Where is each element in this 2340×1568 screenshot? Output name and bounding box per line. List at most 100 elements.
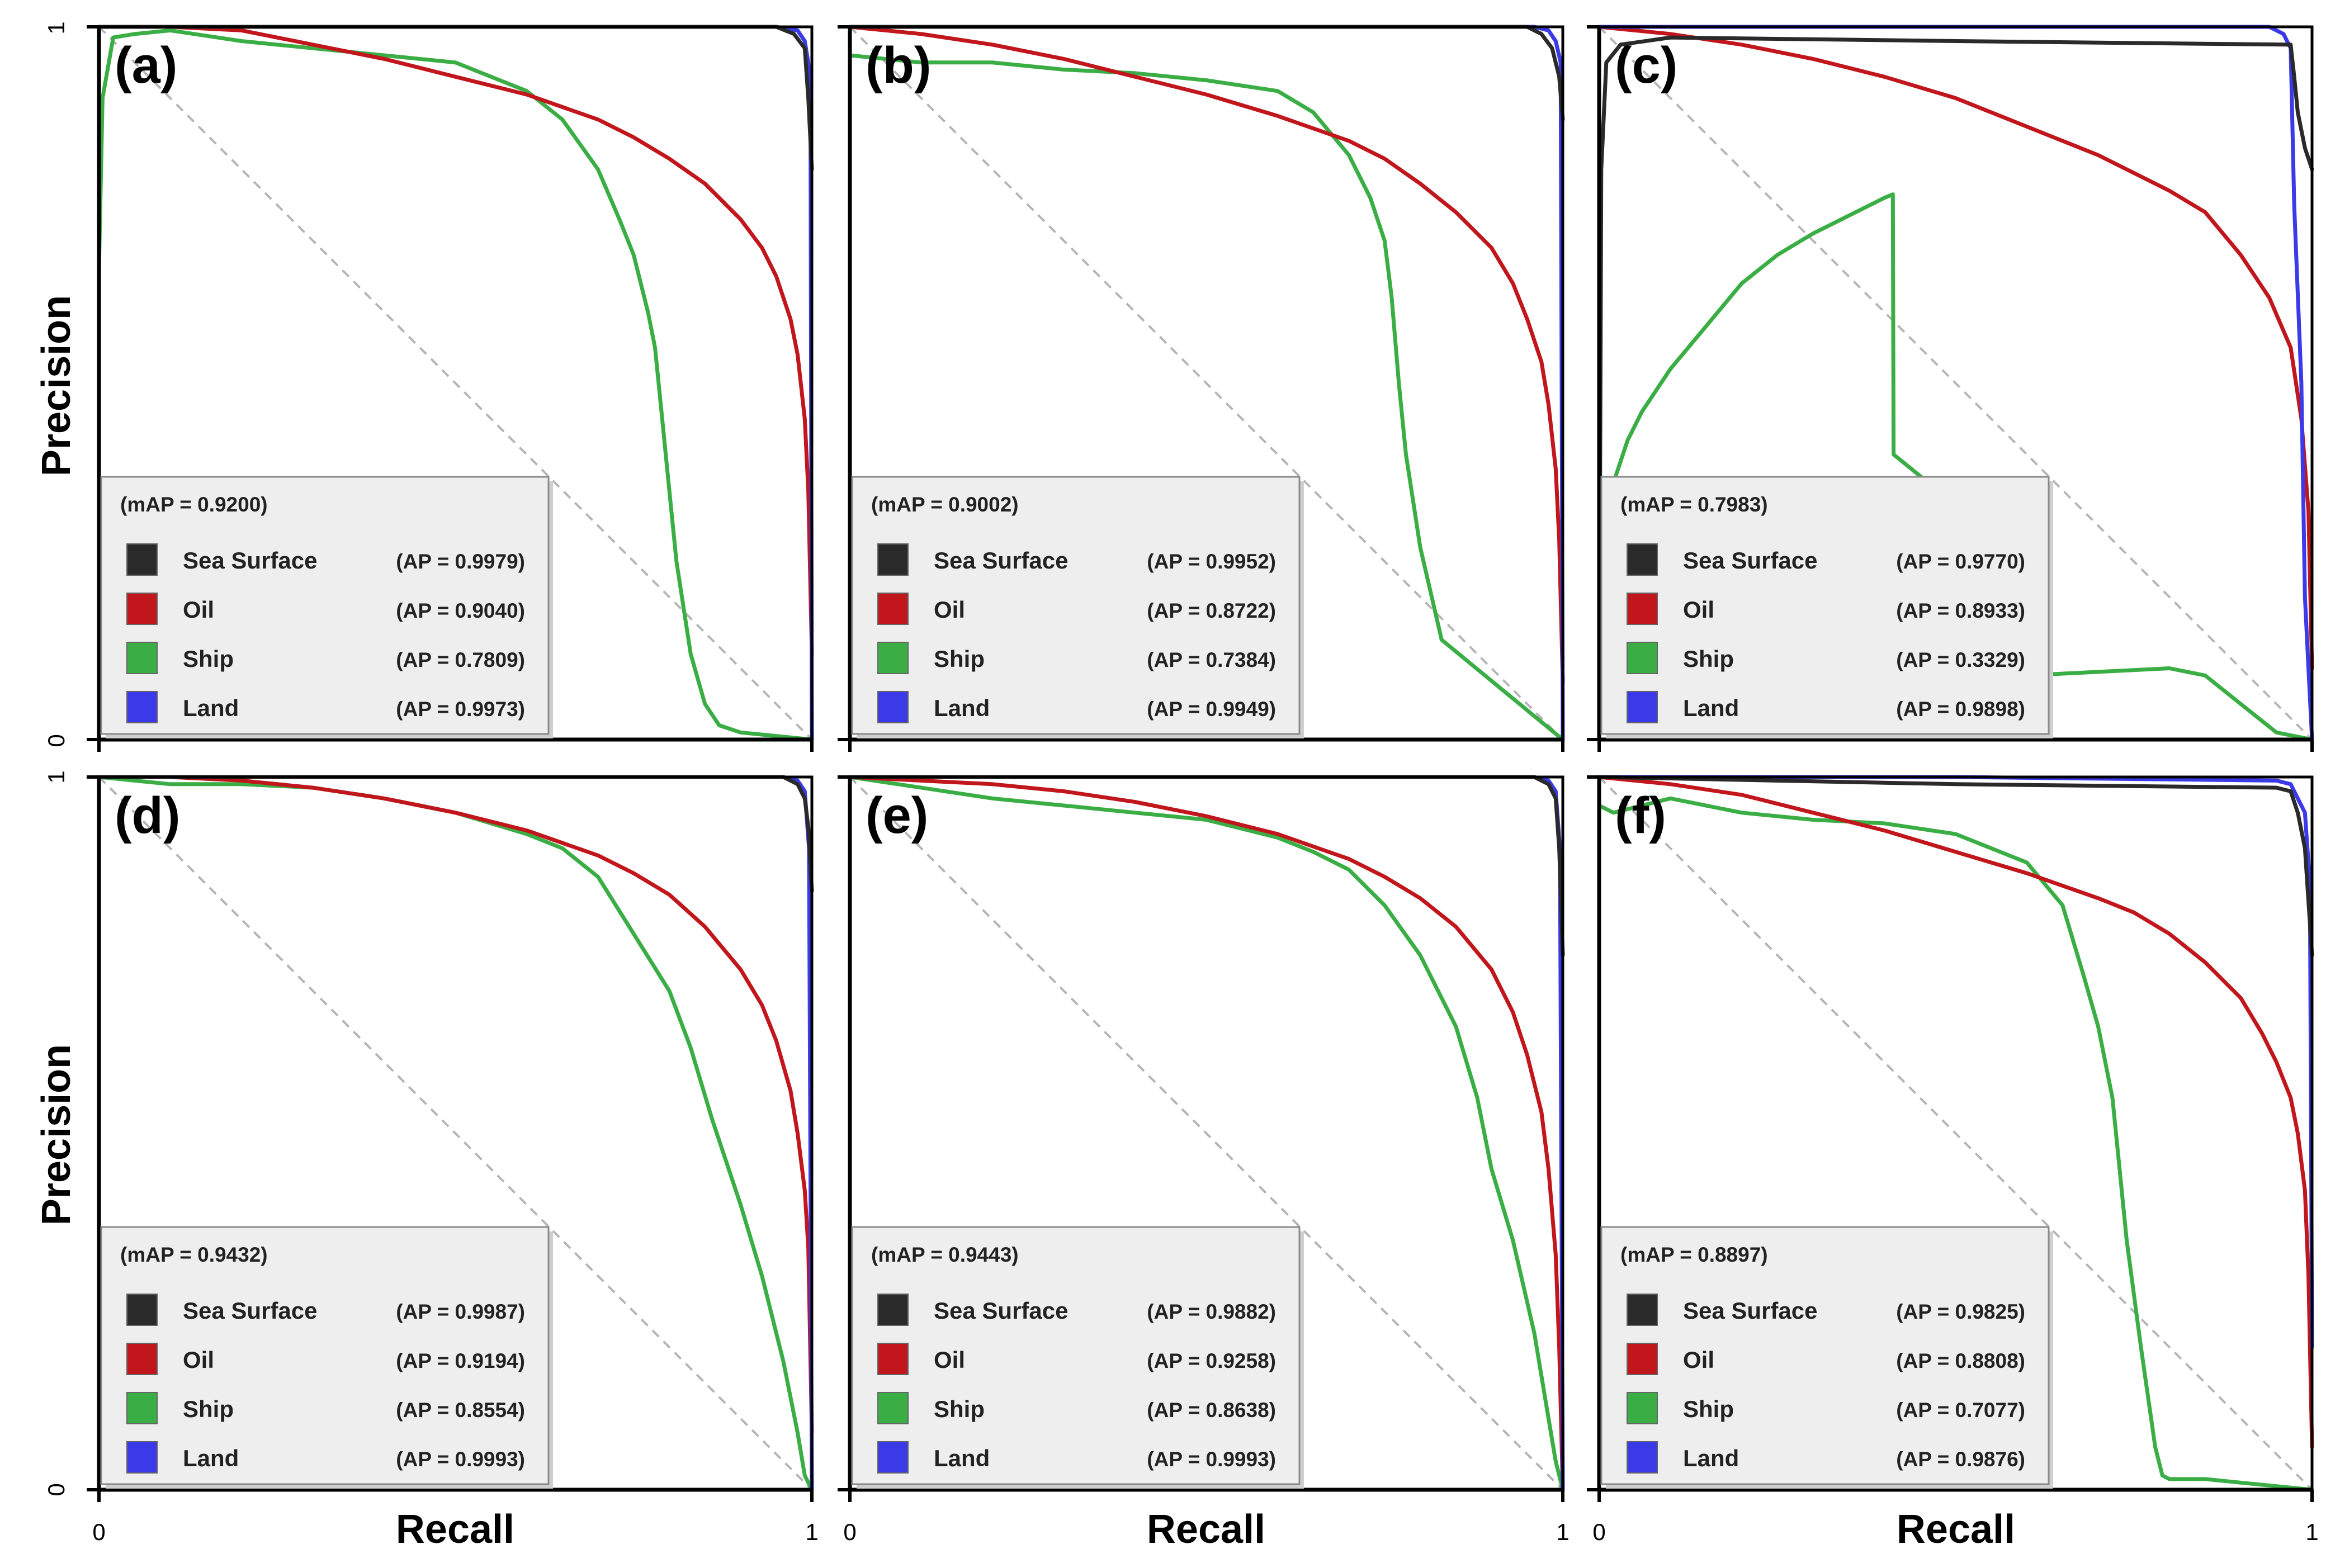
x-tick-min-middle: 0	[843, 1519, 856, 1545]
panel-d: (d) (mAP = 0.9432) Sea Surface (AP = 0.9987…	[87, 775, 814, 1502]
legend-swatch-sea-surface-e	[877, 1294, 909, 1326]
x-axis-label-right: Recall	[1897, 1507, 2015, 1552]
x-tick-max-right: 1	[2305, 1519, 2318, 1545]
legend-swatch-oil-f	[1627, 1343, 1658, 1375]
series-line-oil-c	[1597, 25, 2314, 670]
legend-map-f: (mAP = 0.8897)	[1620, 1243, 1768, 1266]
legend-swatch-land-e	[877, 1441, 909, 1474]
legend-swatch-land-b	[877, 691, 909, 723]
legend-ap-sea-surface-c: (AP = 0.9770)	[1896, 550, 2025, 573]
legend-label-ship-f: Ship	[1683, 1396, 1734, 1422]
series-line-oil-a	[97, 25, 814, 656]
legend-label-land-a: Land	[183, 695, 239, 721]
y-tick-max-top: 1	[43, 21, 69, 34]
series-line-ship-e	[848, 775, 1565, 1492]
legend-ap-oil-d: (AP = 0.9194)	[396, 1349, 525, 1372]
diagonal-reference-d	[98, 776, 813, 1491]
legend-map-d: (mAP = 0.9432)	[120, 1243, 268, 1266]
legend-ap-ship-f: (AP = 0.7077)	[1896, 1399, 2025, 1422]
legend-swatch-sea-surface-b	[877, 543, 909, 576]
legend-label-land-d: Land	[183, 1445, 239, 1471]
legend-swatch-ship-c	[1627, 642, 1658, 674]
series-line-ship-a	[97, 28, 814, 742]
panel-label-e: (e)	[866, 787, 928, 844]
legend-swatch-ship-b	[877, 642, 909, 674]
diagonal-reference-e	[849, 776, 1564, 1491]
y-tick-min-top: 0	[43, 734, 69, 747]
y-axis-label-bottom: Precision	[34, 1044, 79, 1225]
legend-swatch-oil-b	[877, 593, 909, 625]
x-axis-label-middle: Recall	[1147, 1507, 1265, 1552]
legend-label-oil-b: Oil	[934, 596, 965, 623]
legend-ap-land-a: (AP = 0.9973)	[396, 698, 525, 721]
x-tick-min-right: 0	[1592, 1519, 1605, 1545]
legend-ap-oil-c: (AP = 0.8933)	[1896, 599, 2025, 622]
panel-label-c: (c)	[1615, 37, 1677, 94]
legend-label-ship-c: Ship	[1683, 646, 1734, 672]
legend-label-oil-c: Oil	[1683, 596, 1714, 623]
legend-swatch-ship-d	[126, 1392, 158, 1424]
legend-map-b: (mAP = 0.9002)	[871, 493, 1019, 516]
legend-swatch-ship-e	[877, 1392, 909, 1424]
series-line-ship-f	[1597, 796, 2314, 1492]
legend-label-oil-a: Oil	[183, 596, 214, 623]
legend-map-a: (mAP = 0.9200)	[120, 493, 268, 516]
legend-label-sea-surface-b: Sea Surface	[934, 547, 1068, 574]
series-line-sea-surface-f	[1597, 775, 2314, 958]
legend-ap-sea-surface-b: (AP = 0.9952)	[1147, 550, 1276, 573]
legend-box-a	[100, 476, 550, 735]
diagonal-reference-c	[1598, 26, 2313, 741]
series-line-ship-c	[1597, 192, 2314, 742]
legend-label-land-e: Land	[934, 1445, 990, 1471]
x-tick-min-left: 0	[92, 1519, 105, 1545]
legend-label-land-f: Land	[1683, 1445, 1739, 1471]
legend-swatch-sea-surface-f	[1627, 1294, 1658, 1326]
legend-label-ship-b: Ship	[934, 646, 985, 672]
panel-label-d: (d)	[115, 787, 180, 844]
legend-label-sea-surface-a: Sea Surface	[183, 547, 317, 574]
legend-swatch-ship-f	[1627, 1392, 1658, 1424]
legend-ap-land-d: (AP = 0.9993)	[396, 1448, 525, 1471]
legend-ap-sea-surface-f: (AP = 0.9825)	[1896, 1300, 2025, 1323]
legend-label-land-b: Land	[934, 695, 990, 721]
panel-label-a: (a)	[115, 37, 177, 94]
legend-swatch-ship-a	[126, 642, 158, 674]
legend-box-f	[1600, 1226, 2050, 1485]
diagonal-reference-b	[849, 26, 1564, 741]
panel-label-b: (b)	[866, 37, 931, 94]
legend-box-d	[100, 1226, 550, 1485]
legend-label-sea-surface-d: Sea Surface	[183, 1297, 317, 1324]
legend-swatch-land-c	[1627, 691, 1658, 723]
x-tick-max-middle: 1	[1556, 1519, 1569, 1545]
panel-a: (a) (mAP = 0.9200) Sea Surface (AP = 0.9979…	[87, 25, 814, 752]
series-line-ship-b	[848, 53, 1565, 742]
legend-box-e	[851, 1226, 1301, 1485]
series-line-oil-f	[1597, 775, 2314, 1449]
legend-swatch-oil-c	[1627, 593, 1658, 625]
legend-swatch-oil-e	[877, 1343, 909, 1375]
y-tick-max-bottom: 1	[43, 770, 69, 783]
panel-e: (e) (mAP = 0.9443) Sea Surface (AP = 0.9882…	[838, 775, 1565, 1502]
legend-ap-ship-c: (AP = 0.3329)	[1896, 648, 2025, 671]
legend-swatch-sea-surface-d	[126, 1294, 158, 1326]
panel-c: (c) (mAP = 0.7983) Sea Surface (AP = 0.9770…	[1587, 25, 2314, 752]
legend-ap-land-b: (AP = 0.9949)	[1147, 698, 1276, 721]
legend-label-land-c: Land	[1683, 695, 1739, 721]
series-line-oil-b	[848, 25, 1565, 685]
legend-label-oil-e: Oil	[934, 1347, 965, 1373]
legend-swatch-oil-a	[126, 593, 158, 625]
legend-label-sea-surface-e: Sea Surface	[934, 1297, 1068, 1324]
legend-ap-ship-d: (AP = 0.8554)	[396, 1399, 525, 1422]
legend-ap-oil-b: (AP = 0.8722)	[1147, 599, 1276, 622]
x-axis-label-left: Recall	[396, 1507, 514, 1552]
legend-swatch-land-d	[126, 1441, 158, 1474]
legend-label-oil-f: Oil	[1683, 1347, 1714, 1373]
legend-ap-ship-b: (AP = 0.7384)	[1147, 648, 1276, 671]
legend-label-oil-d: Oil	[183, 1347, 214, 1373]
legend-ap-land-f: (AP = 0.9876)	[1896, 1448, 2025, 1471]
series-line-oil-d	[97, 775, 814, 1435]
legend-ap-land-c: (AP = 0.9898)	[1896, 698, 2025, 721]
y-axis-label-top: Precision	[34, 295, 79, 476]
legend-swatch-land-a	[126, 691, 158, 723]
series-line-oil-e	[848, 775, 1565, 1492]
